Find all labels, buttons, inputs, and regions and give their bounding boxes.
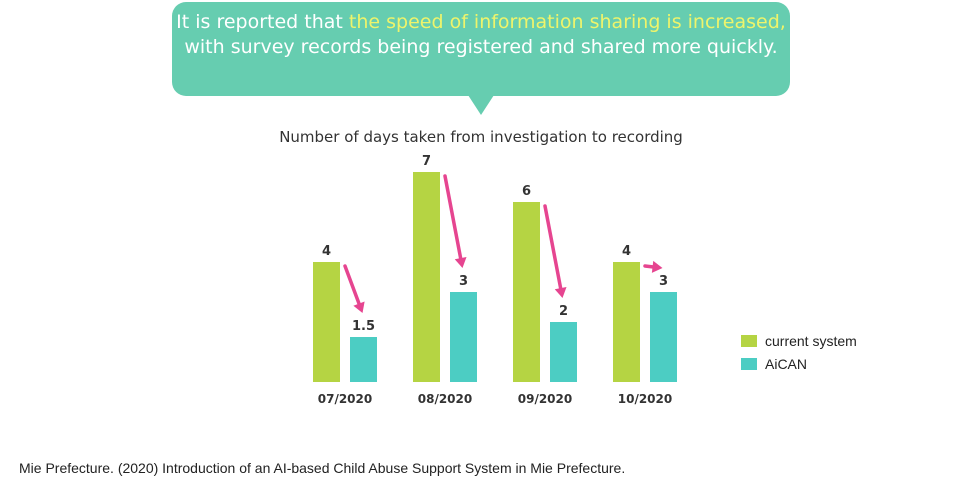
data-label-aican-2: 3 <box>459 274 468 289</box>
legend-label-current-system: current system <box>765 333 857 349</box>
change-arrow-4 <box>643 264 655 269</box>
change-arrow-3 <box>543 204 563 290</box>
change-arrow-2 <box>443 174 463 260</box>
data-label-current-system-2: 7 <box>422 154 431 169</box>
callout-text: It is reported that the speed of informa… <box>172 10 790 60</box>
change-arrow-head-1 <box>353 301 365 313</box>
change-arrow-head-2 <box>454 257 467 268</box>
data-label-current-system-4: 4 <box>622 244 631 259</box>
source-citation: Mie Prefecture. (2020) Introduction of a… <box>19 460 626 476</box>
callout-highlight: the speed of information sharing is incr… <box>348 11 786 33</box>
bar-current-system-4 <box>613 262 640 382</box>
x-tick-label-3: 09/2020 <box>518 392 572 406</box>
legend-label-aican: AiCAN <box>765 356 807 372</box>
bar-aican-3 <box>550 322 577 382</box>
bar-aican-2 <box>450 292 477 382</box>
change-arrow-1 <box>343 264 361 306</box>
legend-swatch-current-system <box>741 335 757 347</box>
data-label-aican-1: 1.5 <box>352 319 375 334</box>
callout-text-after: with survey records being registered and… <box>184 36 778 58</box>
bar-aican-4 <box>650 292 677 382</box>
bar-current-system-1 <box>313 262 340 382</box>
change-arrow-head-3 <box>554 287 567 298</box>
data-label-current-system-1: 4 <box>322 244 331 259</box>
bar-current-system-3 <box>513 202 540 382</box>
bar-current-system-2 <box>413 172 440 382</box>
bar-aican-1 <box>350 337 377 382</box>
data-label-current-system-3: 6 <box>522 184 531 199</box>
x-tick-label-1: 07/2020 <box>318 392 372 406</box>
change-arrow-head-4 <box>651 260 663 273</box>
callout-pointer <box>468 95 494 115</box>
legend-swatch-aican <box>741 358 757 370</box>
data-label-aican-4: 3 <box>659 274 668 289</box>
callout-bubble <box>172 2 790 96</box>
x-tick-label-2: 08/2020 <box>418 392 472 406</box>
data-label-aican-3: 2 <box>559 304 568 319</box>
x-tick-label-4: 10/2020 <box>618 392 672 406</box>
chart-title: Number of days taken from investigation … <box>279 128 683 146</box>
callout-text-before: It is reported that <box>176 11 349 33</box>
